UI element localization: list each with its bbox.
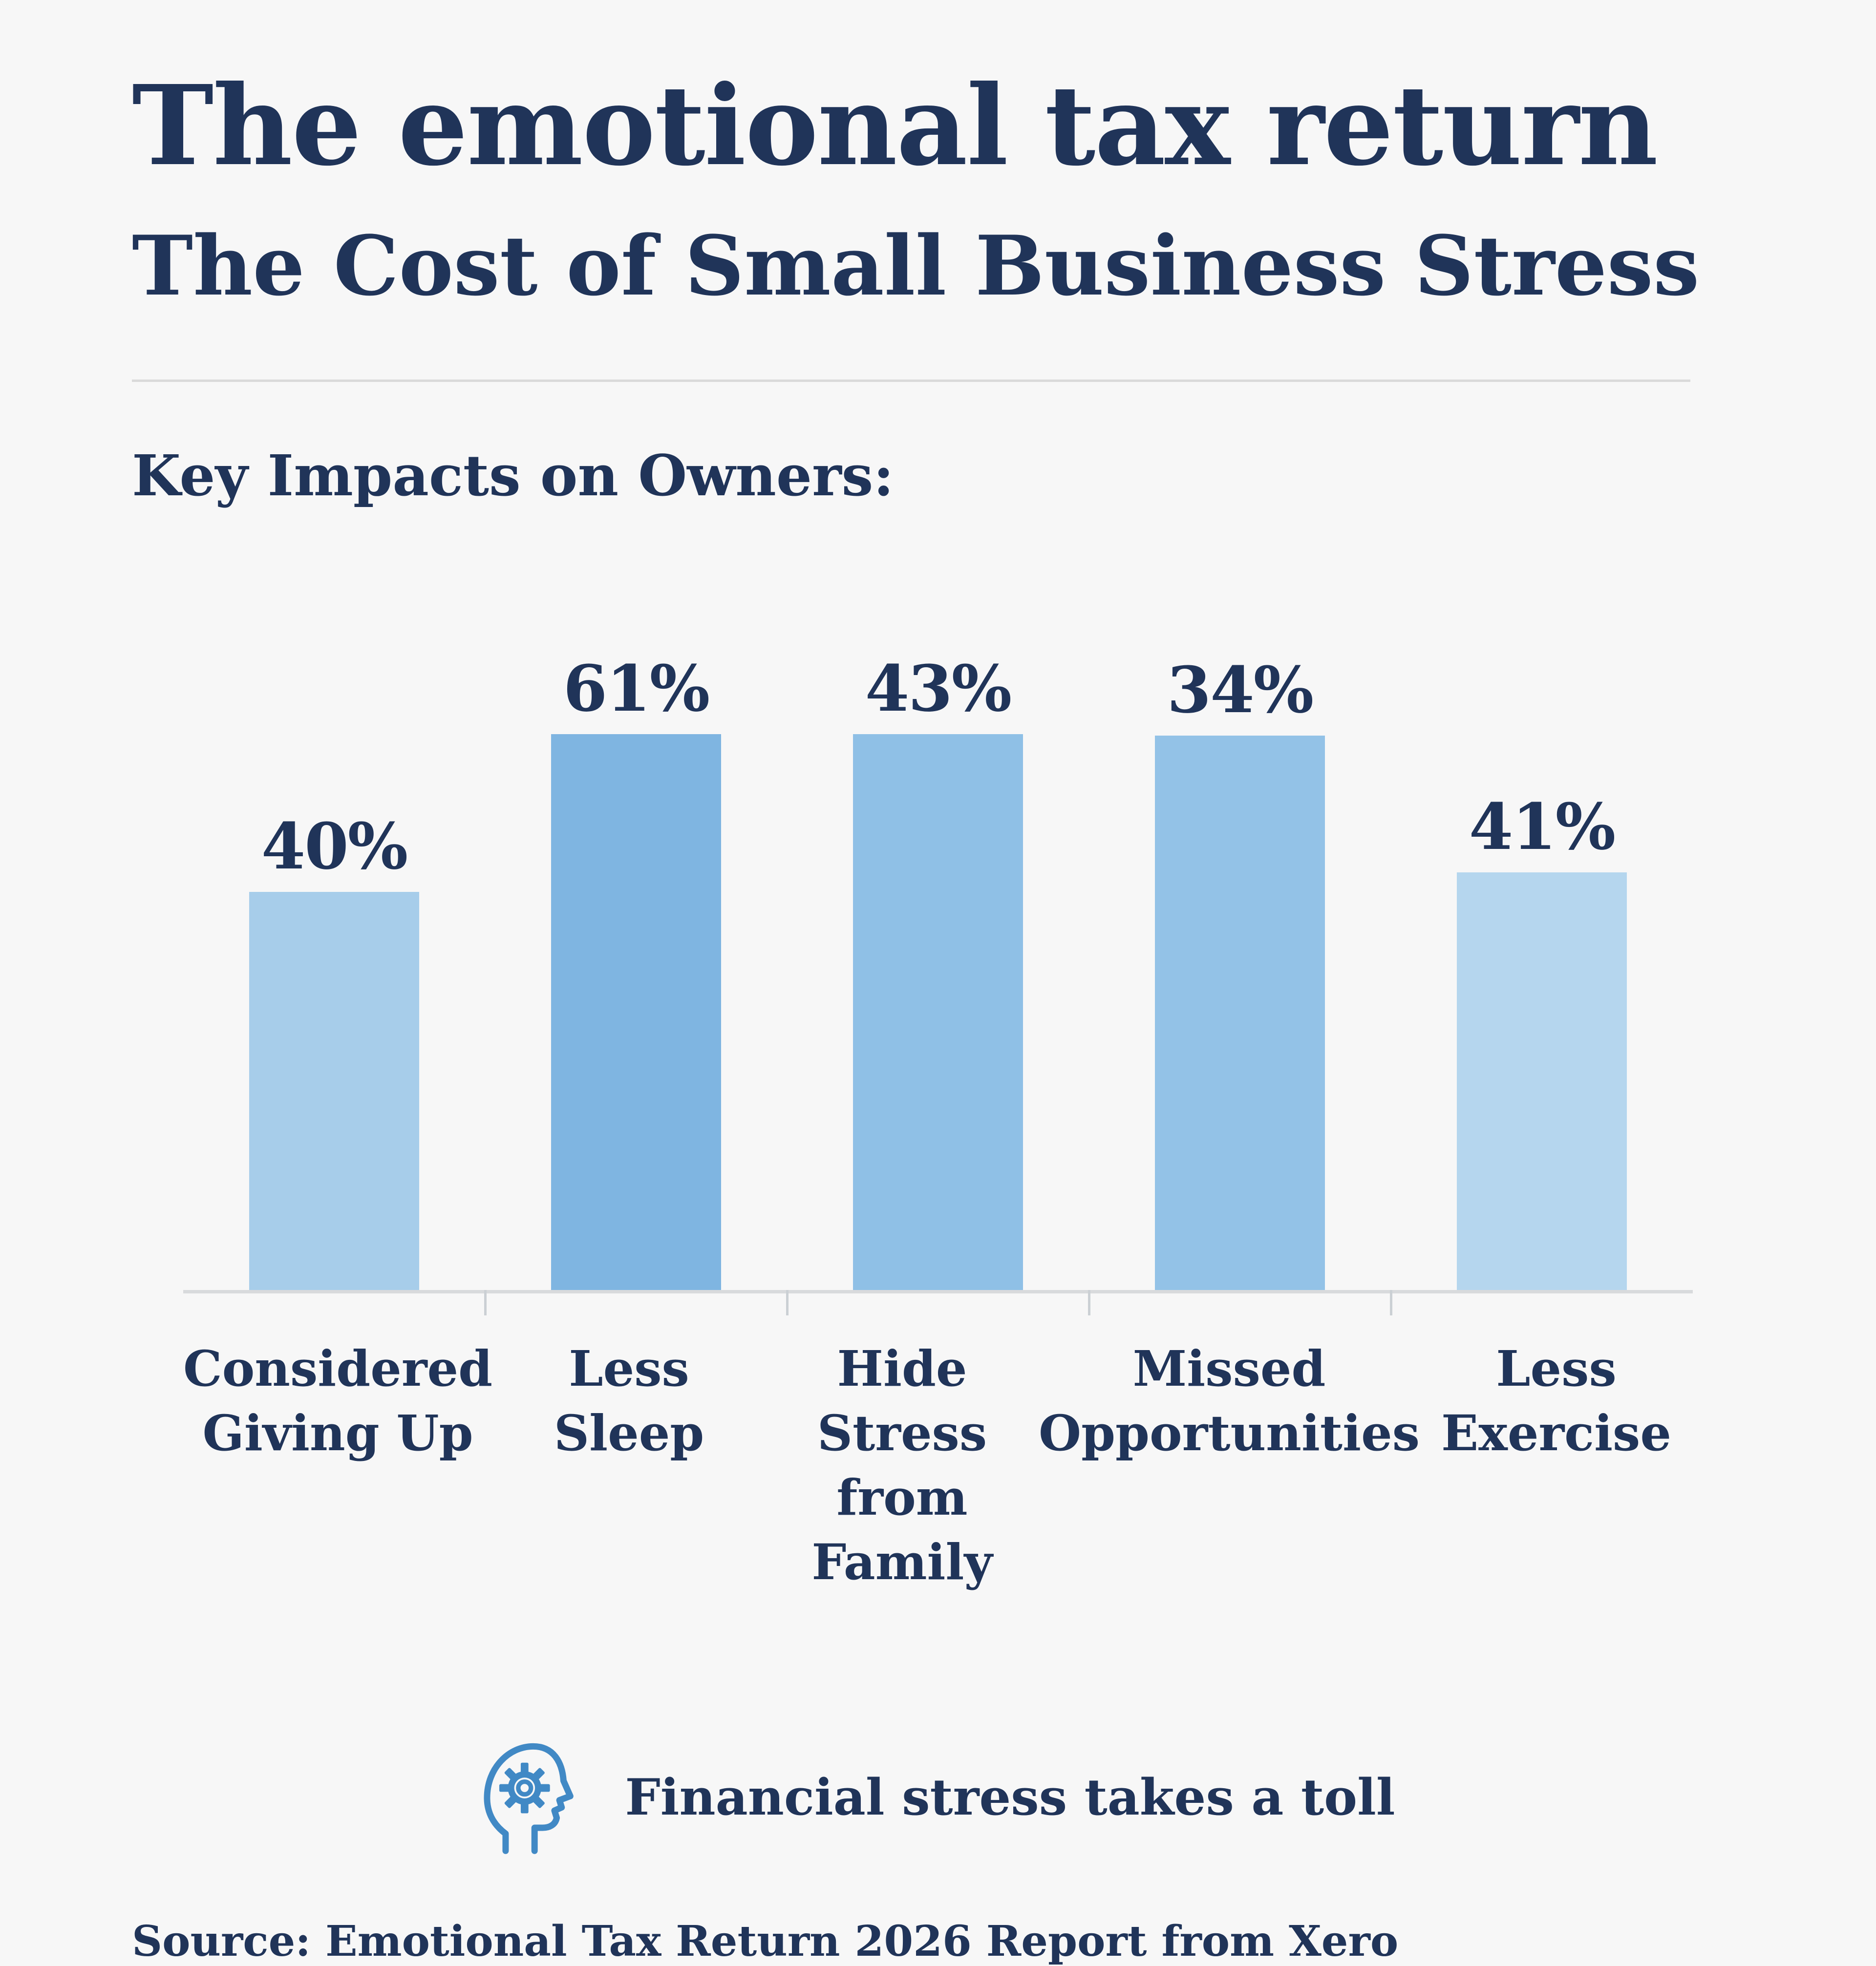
bar-hide-stress-from-family <box>853 734 1023 1290</box>
head-with-gear-icon <box>484 1743 574 1854</box>
category-label-missed-opportunities: Missed Opportunities <box>1039 1339 1420 1462</box>
bar-value-label: 43% <box>865 651 1012 726</box>
page-subtitle: The Cost of Small Business Stress <box>132 217 1700 315</box>
head-outline <box>484 1743 574 1854</box>
bar-value-label: 61% <box>563 651 710 726</box>
bar-chart: 40% 61% 43% 34% 41% <box>132 654 1744 1594</box>
source-note: Source: Emotional Tax Return 2026 Report… <box>132 1916 1399 1966</box>
bar-column-missed-opportunities: 34% <box>1089 654 1391 1290</box>
category-label-hide-stress-from-family: Hide Stress from Family <box>811 1339 993 1591</box>
bar-value-label: 34% <box>1167 652 1314 727</box>
divider-line <box>132 380 1690 382</box>
bar-value-label: 41% <box>1469 789 1616 864</box>
section-heading: Key Impacts on Owners: <box>132 443 894 509</box>
bar-column-hide-stress-from-family: 43% <box>787 654 1089 1290</box>
axis-tick <box>1088 1290 1090 1315</box>
callout: Financial stress takes a toll <box>132 1741 1744 1854</box>
bar-column-less-exercise: 41% <box>1391 654 1693 1290</box>
callout-text: Financial stress takes a toll <box>625 1768 1395 1827</box>
axis-tick <box>786 1290 789 1315</box>
bar-column-less-sleep: 61% <box>485 654 787 1290</box>
category-label-less-exercise: Less Exercise <box>1441 1339 1671 1462</box>
category-labels-row: Considered Giving Up Less Sleep Hide Str… <box>183 1293 1693 1594</box>
bar-value-label: 40% <box>261 808 408 884</box>
infographic-canvas: The emotional tax return The Cost of Sma… <box>132 62 1744 1966</box>
bar-considered-giving-up <box>249 891 419 1290</box>
bar-less-sleep <box>551 734 721 1290</box>
axis-tick <box>484 1290 487 1315</box>
bar-column-considered-giving-up: 40% <box>183 654 485 1290</box>
category-label-considered-giving-up: Considered Giving Up <box>183 1339 493 1462</box>
axis-tick <box>1390 1290 1392 1315</box>
bar-missed-opportunities <box>1155 735 1325 1290</box>
plot-area: 40% 61% 43% 34% 41% <box>183 654 1693 1315</box>
category-label-less-sleep: Less Sleep <box>554 1339 704 1462</box>
page-title: The emotional tax return <box>132 62 1658 190</box>
bar-less-exercise <box>1457 872 1627 1290</box>
